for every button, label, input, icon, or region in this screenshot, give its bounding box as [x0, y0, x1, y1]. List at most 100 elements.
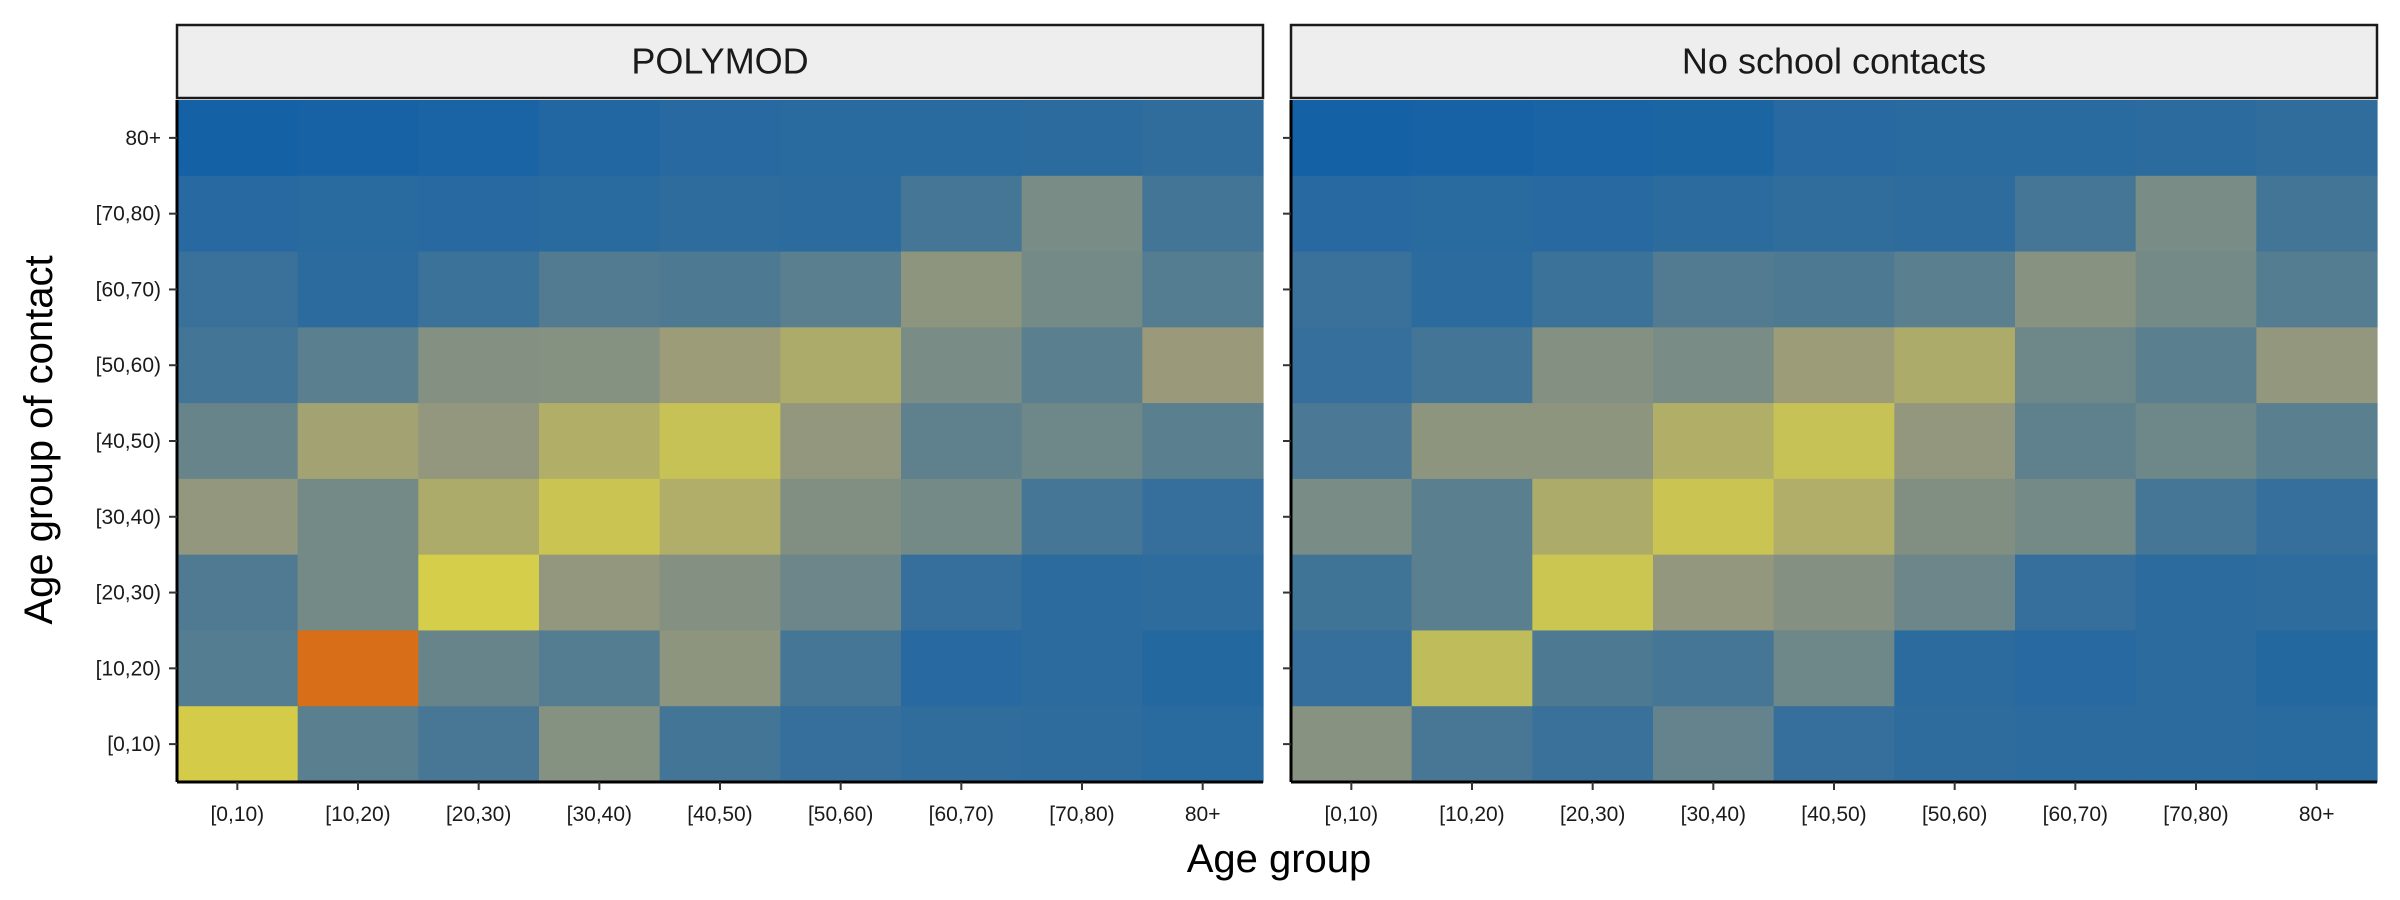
heatmap-cell	[659, 478, 781, 556]
x-tick-label: [20,30)	[446, 803, 511, 826]
x-tick-label: [50,60)	[1922, 803, 1987, 826]
heatmap-cell	[1532, 706, 1654, 783]
y-tick-label: [60,70)	[96, 278, 161, 301]
heatmap-cell	[1894, 554, 2016, 632]
heatmap-cell	[1142, 403, 1264, 480]
heatmap-cell	[1142, 175, 1264, 253]
heatmap-cell	[1411, 100, 1533, 177]
panels-layer: POLYMOD [0,10) [10,20) [20,30) [30,40) [40,50…	[96, 23, 2379, 826]
heatmap-cell	[780, 251, 902, 328]
heatmap-cell	[2256, 175, 2378, 253]
heatmap-cell	[2135, 403, 2257, 480]
heatmap-cell	[780, 706, 902, 783]
heatmap-cell	[1532, 478, 1654, 556]
heatmap-cell	[2256, 100, 2378, 177]
heatmap-cell	[659, 554, 781, 632]
heatmap-cell	[2015, 706, 2137, 783]
heatmap-cell	[177, 327, 299, 404]
heatmap-cell	[901, 630, 1023, 707]
heatmap-cell	[1021, 478, 1143, 556]
heatmap-cell	[1773, 251, 1895, 328]
heatmap-cell	[1291, 478, 1413, 556]
x-tick-label: [70,80)	[2163, 803, 2228, 826]
heatmap-cell	[1653, 706, 1775, 783]
heatmap-cell	[780, 478, 902, 556]
heatmap-cell	[418, 478, 540, 556]
heatmap-cell	[1894, 100, 2016, 177]
x-tick-label: [0,10)	[210, 803, 264, 826]
x-tick-label: [60,70)	[2043, 803, 2108, 826]
heatmap-cell	[780, 100, 902, 177]
heatmap-cell	[2135, 630, 2257, 707]
y-tick-label: [10,20)	[96, 657, 161, 680]
y-tick-label: [30,40)	[96, 506, 161, 529]
heatmap-cell	[297, 554, 419, 632]
heatmap-cell	[177, 403, 299, 480]
heatmap-cell	[2256, 251, 2378, 328]
heatmap-cell	[1653, 175, 1775, 253]
x-tick-label: [30,40)	[1681, 803, 1746, 826]
heatmap-cell	[1653, 327, 1775, 404]
x-tick-label: [50,60)	[808, 803, 873, 826]
heatmap-cell	[1773, 175, 1895, 253]
heatmap-cell	[780, 327, 902, 404]
heatmap-cell	[1411, 175, 1533, 253]
y-axis-title: Age group of contact	[17, 255, 61, 624]
heatmap-cell	[2256, 630, 2378, 707]
heatmap-cell	[1021, 175, 1143, 253]
heatmap-cell	[177, 251, 299, 328]
heatmap-cell	[1291, 100, 1413, 177]
heatmap-cell	[780, 630, 902, 707]
heatmap-cell	[901, 100, 1023, 177]
heatmap-cell	[2015, 251, 2137, 328]
heatmap-cell	[1411, 251, 1533, 328]
heatmap-cell	[539, 175, 661, 253]
heatmap-cell	[2135, 175, 2257, 253]
y-tick-label: [70,80)	[96, 203, 161, 226]
x-axis-title: Age group	[1187, 837, 1372, 881]
heatmap-cell	[177, 706, 299, 783]
heatmap-cell	[2135, 478, 2257, 556]
heatmap-cell	[1894, 478, 2016, 556]
heatmap-cell	[177, 478, 299, 556]
heatmap-cell	[177, 175, 299, 253]
heatmap-cell	[901, 251, 1023, 328]
heatmap-cell	[418, 327, 540, 404]
heatmap-panel: POLYMOD [0,10) [10,20) [20,30) [30,40) [40,50…	[96, 23, 1265, 826]
heatmap-cell	[659, 706, 781, 783]
heatmap-cell	[1142, 478, 1264, 556]
heatmap-cell	[2135, 100, 2257, 177]
heatmap-cell	[2256, 706, 2378, 783]
heatmap-cell	[1142, 554, 1264, 632]
heatmap-cell	[2135, 327, 2257, 404]
heatmap-cell	[1653, 403, 1775, 480]
x-tick-label: 80+	[1185, 803, 1221, 826]
x-tick-label: [10,20)	[325, 803, 390, 826]
heatmap-cell	[1021, 554, 1143, 632]
heatmap-cell	[1773, 706, 1895, 783]
heatmap-cell	[2015, 327, 2137, 404]
heatmap-cell	[539, 554, 661, 632]
x-tick-label: [70,80)	[1049, 803, 1114, 826]
heatmap-cell	[1532, 403, 1654, 480]
heatmap-cell	[1142, 706, 1264, 783]
heatmap-cell	[1532, 630, 1654, 707]
heatmap-cell	[1773, 100, 1895, 177]
heatmap-cell	[1532, 554, 1654, 632]
heatmap-cell	[1021, 630, 1143, 707]
facet-strip	[175, 23, 1265, 100]
heatmap-cell	[780, 175, 902, 253]
heatmap-cell	[659, 327, 781, 404]
x-tick-label: 80+	[2299, 803, 2335, 826]
heatmap-cell	[780, 403, 902, 480]
heatmap-cell	[539, 478, 661, 556]
heatmap-cell	[1653, 630, 1775, 707]
heatmap-cell	[418, 403, 540, 480]
heatmap-cell	[539, 327, 661, 404]
heatmap-cell	[1894, 706, 2016, 783]
heatmap-cell	[659, 100, 781, 177]
heatmap-cell	[2256, 478, 2378, 556]
heatmap-cell	[1653, 100, 1775, 177]
heatmap-cell	[1894, 403, 2016, 480]
heatmap-cell	[659, 175, 781, 253]
